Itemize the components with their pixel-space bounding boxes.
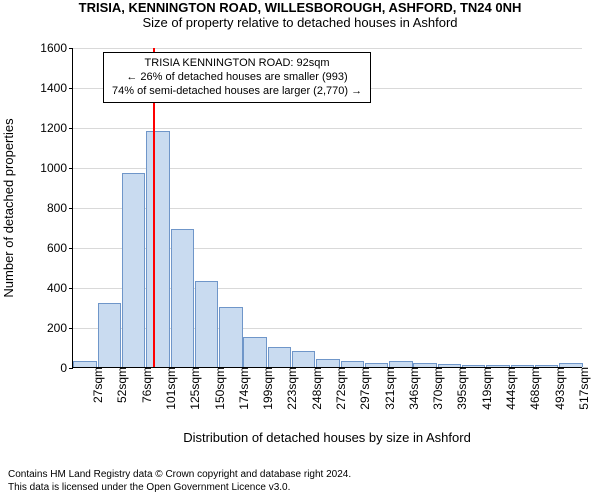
x-tick-label: 517sqm <box>575 367 591 410</box>
x-tick-label: 174sqm <box>235 367 251 410</box>
x-tick-label: 493sqm <box>551 367 567 410</box>
annotation-line: TRISIA KENNINGTON ROAD: 92sqm <box>112 57 362 71</box>
x-tick-label: 52sqm <box>113 367 129 403</box>
y-tick-label: 200 <box>47 321 73 335</box>
x-tick-label: 444sqm <box>502 367 518 410</box>
y-tick-label: 1400 <box>40 81 73 95</box>
y-tick-label: 0 <box>60 361 73 375</box>
x-tick-label: 321sqm <box>381 367 397 410</box>
x-tick-label: 223sqm <box>283 367 299 410</box>
gridline <box>73 48 582 49</box>
annotation-box: TRISIA KENNINGTON ROAD: 92sqm← 26% of de… <box>103 52 371 103</box>
annotation-line: 74% of semi-detached houses are larger (… <box>112 85 362 99</box>
x-tick-label: 199sqm <box>259 367 275 410</box>
x-tick-label: 395sqm <box>453 367 469 410</box>
bar <box>195 281 218 367</box>
chart-plot-area: 0200400600800100012001400160027sqm52sqm7… <box>72 48 582 368</box>
x-tick-label: 101sqm <box>162 367 178 410</box>
bar <box>146 131 169 367</box>
y-tick-label: 1600 <box>40 41 73 55</box>
x-tick-label: 248sqm <box>308 367 324 410</box>
y-tick-label: 600 <box>47 241 73 255</box>
y-tick-label: 1200 <box>40 121 73 135</box>
chart-footer: Contains HM Land Registry data © Crown c… <box>8 469 351 494</box>
bar <box>98 303 121 367</box>
y-axis-label: Number of detached properties <box>1 118 16 297</box>
x-tick-label: 125sqm <box>186 367 202 410</box>
bar <box>316 359 339 367</box>
bar <box>171 229 194 367</box>
x-tick-label: 27sqm <box>89 367 105 403</box>
x-axis-label: Distribution of detached houses by size … <box>72 430 582 445</box>
x-tick-label: 76sqm <box>138 367 154 403</box>
bar <box>268 347 291 367</box>
bar <box>219 307 242 367</box>
chart-title: TRISIA, KENNINGTON ROAD, WILLESBOROUGH, … <box>0 0 600 15</box>
y-tick-label: 800 <box>47 201 73 215</box>
bar <box>292 351 315 367</box>
bar <box>122 173 145 367</box>
footer-line-2: This data is licensed under the Open Gov… <box>8 482 351 495</box>
x-tick-label: 419sqm <box>478 367 494 410</box>
x-tick-label: 150sqm <box>211 367 227 410</box>
y-tick-label: 400 <box>47 281 73 295</box>
footer-line-1: Contains HM Land Registry data © Crown c… <box>8 469 351 482</box>
y-tick-label: 1000 <box>40 161 73 175</box>
chart-subtitle: Size of property relative to detached ho… <box>0 15 600 30</box>
x-tick-label: 297sqm <box>356 367 372 410</box>
x-tick-label: 468sqm <box>526 367 542 410</box>
bar <box>243 337 266 367</box>
gridline <box>73 128 582 129</box>
x-tick-label: 346sqm <box>405 367 421 410</box>
x-tick-label: 370sqm <box>429 367 445 410</box>
annotation-line: ← 26% of detached houses are smaller (99… <box>112 71 362 85</box>
x-tick-label: 272sqm <box>332 367 348 410</box>
